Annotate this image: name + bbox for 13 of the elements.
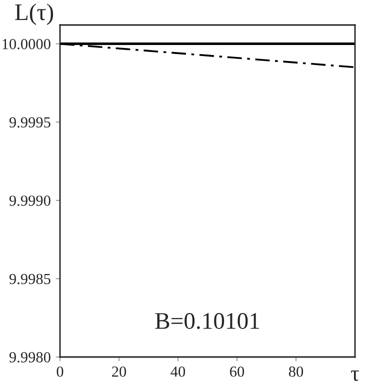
y-tick-label: 9.9985 xyxy=(9,274,50,284)
y-tick-label: 9.9995 xyxy=(9,117,50,128)
x-tick-label: 40 xyxy=(170,366,186,377)
y-axis-title: L(τ) xyxy=(15,4,54,25)
x-tick-label: 80 xyxy=(288,366,304,377)
y-tick-label: 10.0000 xyxy=(2,38,50,50)
y-tick-label: 9.9990 xyxy=(9,196,50,206)
annotation: B=0.10101 xyxy=(155,313,259,330)
x-axis-title: τ xyxy=(351,370,359,381)
x-tick-label: 20 xyxy=(112,366,126,377)
y-tick-label: 9.9980 xyxy=(9,352,50,363)
x-tick-label: 60 xyxy=(230,366,244,377)
x-tick-label: 0 xyxy=(56,366,64,377)
